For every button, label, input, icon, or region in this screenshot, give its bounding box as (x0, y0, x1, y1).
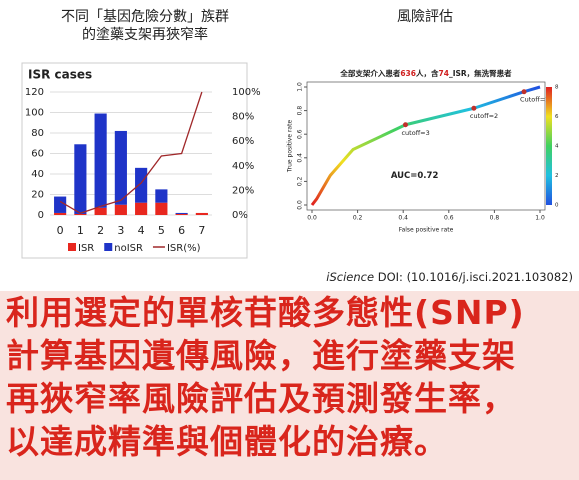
bar (135, 167, 148, 203)
x-tick-label: 0.2 (353, 215, 363, 222)
x-axis-label: False positive rate (399, 227, 454, 234)
y-axis-label: True positive rate (287, 120, 294, 174)
x-tick-label: 4 (138, 224, 145, 237)
legend-label: ISR(%) (167, 243, 201, 254)
legend-label: ISR (78, 243, 94, 254)
x-tick-label: 0.4 (398, 215, 408, 222)
y-tick-label: 0.4 (297, 153, 304, 163)
summary-line: 以達成精準與個體化的治療。 (6, 422, 448, 461)
y-tick-label: 0.0 (297, 200, 304, 210)
y-tick-label: 0.6 (297, 129, 304, 139)
x-tick-label: 6 (178, 224, 185, 237)
y2-tick-label: 20% (232, 185, 254, 196)
colorbar-tick-label: 6 (555, 114, 559, 120)
y-tick-label: 20 (31, 190, 44, 201)
bar (195, 212, 208, 215)
title-part: 74 (439, 69, 449, 78)
heading-line: 不同「基因危險分數」族群 (61, 9, 229, 25)
y2-tick-label: 0% (232, 210, 248, 221)
x-tick-label: 0.8 (490, 215, 500, 222)
y-tick-label: 0.2 (297, 176, 304, 186)
summary-line: 計算基因遺傳風險，進行塗藥支架 (6, 336, 516, 375)
plot-frame (306, 81, 546, 211)
y-tick-label: 0.8 (297, 106, 304, 116)
citation: iScience DOI: (10.1016/j.isci.2021.10308… (326, 270, 573, 284)
bar (54, 212, 67, 215)
y-tick-label: 0 (38, 210, 44, 221)
summary: 利用選定的單核苷酸多態性(SNP) 計算基因遺傳風險，進行塗藥支架 再狹窄率風險… (0, 291, 579, 480)
colorbar (546, 87, 552, 205)
legend-swatch (104, 243, 113, 251)
bar (175, 212, 188, 214)
y-tick-label: 40 (31, 169, 44, 180)
x-tick-label: 0.6 (444, 215, 454, 222)
cutoff-point (521, 89, 527, 95)
title-part: 人，含 (416, 68, 439, 78)
title-part: 636 (400, 69, 416, 78)
y-tick-label: 120 (25, 87, 44, 98)
x-tick-label: 5 (158, 224, 165, 237)
charts: ISR cases0204060801001200%20%40%60%80%10… (21, 62, 559, 259)
colorbar-tick-label: 8 (555, 85, 559, 91)
y2-tick-label: 80% (232, 112, 254, 123)
y-tick-label: 100 (25, 108, 44, 119)
doi: DOI: (10.1016/j.isci.2021.103082) (377, 270, 573, 284)
chart-title: 全部支架介入患者636人，含74_ISR，無洗腎患者 (339, 68, 512, 78)
bar (94, 113, 107, 208)
bar (94, 207, 107, 215)
legend-swatch (68, 243, 76, 251)
y2-tick-label: 40% (232, 161, 254, 172)
journal: iScience (326, 270, 375, 284)
colorbar-tick-label: 2 (555, 173, 559, 179)
y-tick-label: 80 (31, 128, 44, 139)
bar (54, 196, 67, 213)
summary-line: 利用選定的單核苷酸多態性(SNP) (6, 293, 525, 332)
bar (114, 130, 127, 205)
chart-title: ISR cases (28, 68, 92, 82)
bar (135, 202, 148, 215)
isr-line (59, 91, 203, 214)
cutoff-label: cutoff=3 (401, 129, 429, 137)
bar (175, 213, 188, 215)
bar (114, 204, 127, 215)
bar (155, 202, 168, 215)
title-part: 全部支架介入患者 (339, 68, 400, 78)
cutoff-label: Cutoff=1 (520, 96, 549, 104)
x-tick-label: 0 (57, 224, 64, 237)
x-tick-label: 1 (77, 224, 84, 237)
summary-line: 再狹窄率風險評估及預測發生率， (6, 379, 516, 418)
x-tick-label: 3 (117, 224, 124, 237)
legend-label: noISR (114, 243, 143, 254)
bar (74, 144, 87, 214)
bar (74, 213, 87, 215)
title-part: _ISR，無洗腎患者 (449, 68, 512, 78)
bar (155, 189, 168, 203)
y-tick-label: 60 (31, 149, 44, 160)
colorbar-tick-label: 4 (555, 144, 559, 150)
x-tick-label: 7 (198, 224, 205, 237)
colorbar-tick-label: 0 (555, 203, 559, 209)
panel (21, 62, 248, 259)
annotation: AUC=0.72 (391, 171, 439, 181)
right-heading: 風險評估 (397, 9, 453, 25)
y2-tick-label: 60% (232, 136, 254, 147)
heading-line: 的塗藥支架再狹窄率 (82, 27, 208, 43)
x-tick-label: 1.0 (535, 215, 545, 222)
cutoff-point (471, 105, 477, 111)
y2-tick-label: 100% (232, 87, 261, 98)
cutoff-point (402, 122, 408, 128)
y-tick-label: 1.0 (297, 82, 304, 92)
cutoff-label: cutoff=2 (470, 112, 498, 120)
left-heading: 不同「基因危險分數」族群 的塗藥支架再狹窄率 (40, 8, 250, 44)
roc-curve (310, 85, 541, 206)
x-tick-label: 0.0 (307, 215, 317, 222)
x-tick-label: 2 (97, 224, 104, 237)
